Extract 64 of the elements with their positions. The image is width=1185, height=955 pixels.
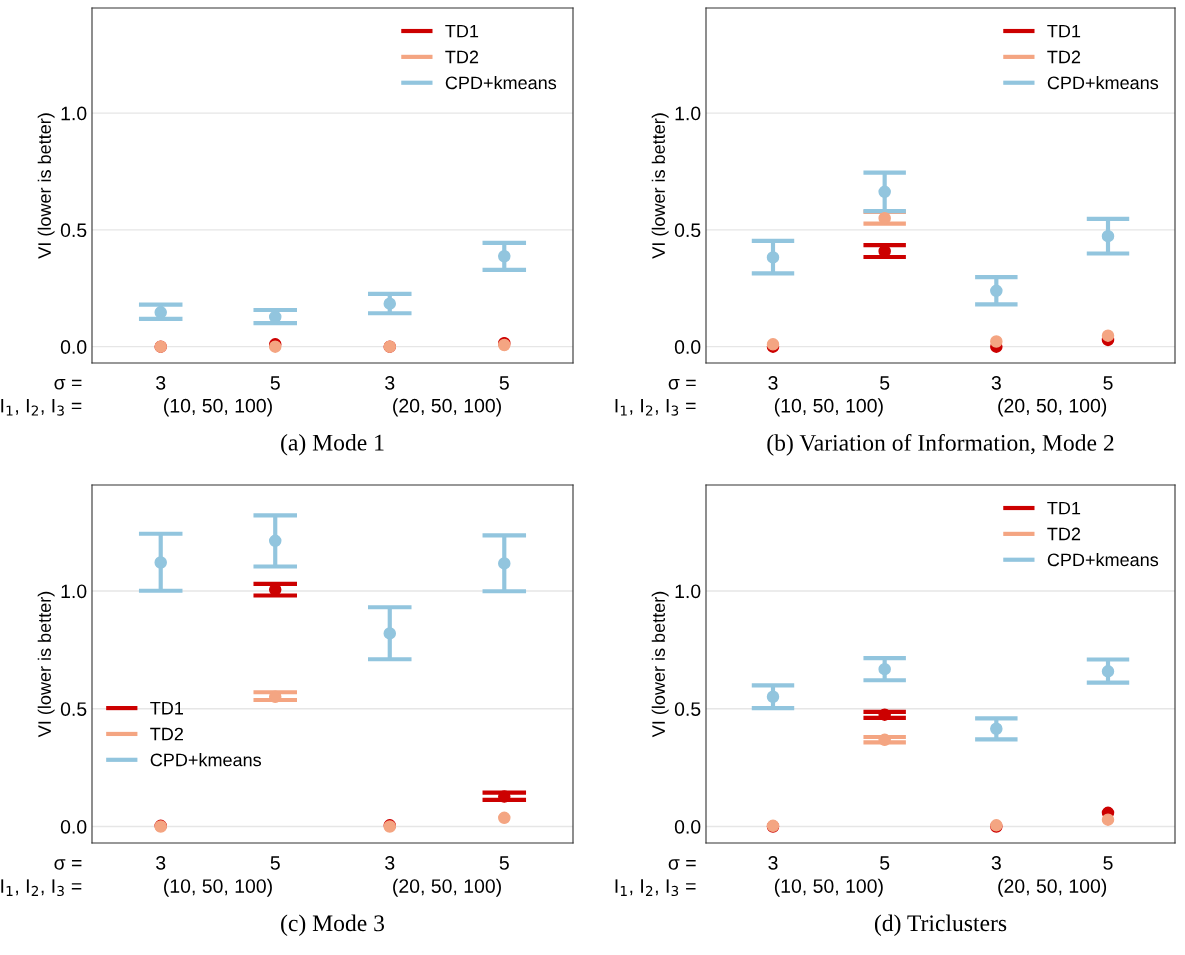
legend-label: TD1	[150, 701, 184, 715]
x-tick-label: 5	[499, 376, 509, 390]
y-tick-label: 0.0	[674, 819, 701, 834]
x-tick-label: 3	[156, 856, 166, 870]
y-tick-label: 0.5	[60, 702, 87, 716]
y-tick-label: 0.5	[674, 223, 701, 238]
text: (20, 50, 100)	[393, 398, 501, 417]
x-tick-label: 3	[385, 856, 395, 870]
legend-label: TD2	[150, 727, 183, 741]
legend-label: TD2	[1047, 527, 1081, 541]
text: (20, 50, 100)	[998, 878, 1107, 897]
text: (10, 50, 100)	[164, 878, 272, 897]
y-tick-label: 1.0	[675, 584, 701, 599]
text: (20, 50, 100)	[998, 398, 1107, 417]
x-tick-label: 5	[270, 376, 280, 390]
x-tick-label: 3	[991, 856, 1001, 870]
y-tick-label: 0.0	[60, 340, 87, 354]
text: σ =	[668, 379, 696, 390]
x-tick-label: 3	[156, 376, 166, 390]
text: (20, 50, 100)	[393, 878, 501, 897]
x-tick-label: 3	[385, 376, 395, 390]
text: (10, 50, 100)	[164, 398, 272, 417]
text: I$_{1}$, I$_{2}$, I$_{3}$ =	[1, 879, 82, 897]
y-tick-label: 0.0	[60, 819, 87, 834]
text: (b) Variation of Information, Mode 2	[767, 434, 1114, 456]
y-tick-label: 1.0	[61, 584, 87, 599]
x-tick-label: 3	[768, 376, 778, 390]
legend-label: TD1	[1047, 24, 1081, 38]
x-tick-label: 5	[270, 856, 280, 870]
legend-label: CPD+kmeans	[1047, 75, 1159, 90]
legend-label: TD1	[1047, 501, 1081, 515]
y-axis-title: VI (lower is better)	[37, 591, 55, 738]
text: (a) Mode 1	[281, 434, 384, 456]
legend-label: TD2	[445, 50, 479, 64]
x-tick-label: 5	[499, 856, 509, 870]
x-tick-label: 5	[1103, 376, 1113, 390]
y-axis-title: VI (lower is better)	[37, 113, 55, 259]
text: σ =	[668, 859, 696, 870]
text: σ =	[54, 859, 82, 870]
legend-label: CPD+kmeans	[150, 753, 262, 767]
x-tick-label: 3	[991, 376, 1001, 390]
text: I$_{1}$, I$_{2}$, I$_{3}$ =	[615, 879, 696, 897]
text: σ =	[54, 379, 82, 390]
text: (c) Mode 3	[281, 914, 385, 937]
text: I$_{1}$, I$_{2}$, I$_{3}$ =	[615, 398, 696, 416]
legend-label: CPD+kmeans	[1047, 552, 1159, 567]
text: I$_{1}$, I$_{2}$, I$_{3}$ =	[1, 398, 82, 416]
x-tick-label: 5	[880, 376, 890, 390]
x-tick-label: 3	[768, 856, 778, 870]
text: (10, 50, 100)	[774, 878, 883, 897]
text: (10, 50, 100)	[774, 398, 883, 417]
legend-label: TD2	[1047, 50, 1081, 64]
y-axis-title: VI (lower is better)	[651, 113, 669, 259]
y-axis-title: VI (lower is better)	[651, 591, 669, 738]
y-tick-label: 0.5	[674, 702, 701, 716]
legend-label: TD1	[445, 24, 479, 38]
y-tick-label: 0.0	[674, 340, 701, 354]
x-tick-label: 5	[1103, 856, 1113, 870]
y-tick-label: 0.5	[60, 223, 87, 238]
y-tick-label: 1.0	[61, 106, 87, 121]
y-tick-label: 1.0	[675, 106, 701, 121]
legend-label: CPD+kmeans	[445, 75, 557, 90]
x-tick-label: 5	[880, 856, 890, 870]
text: (d) Triclusters	[874, 914, 1007, 937]
